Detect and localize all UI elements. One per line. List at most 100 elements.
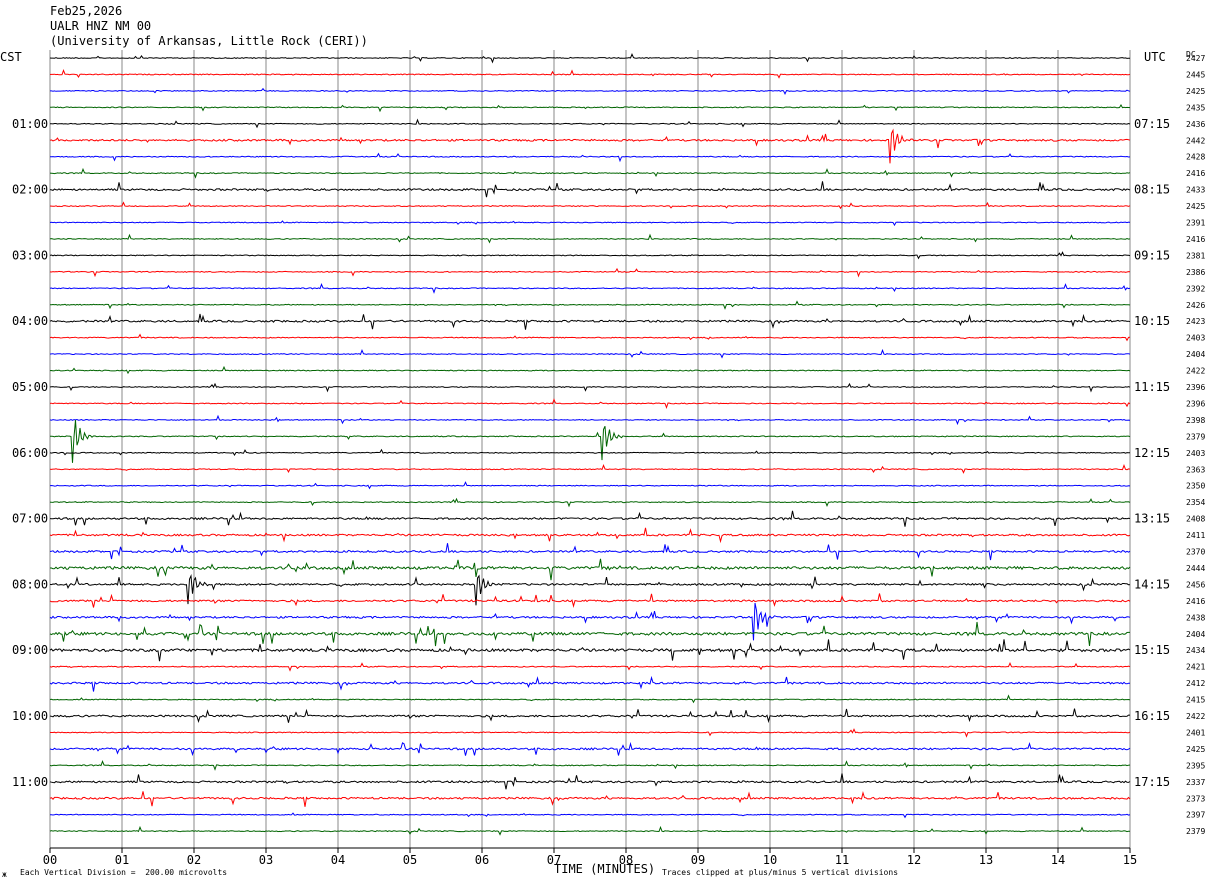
trace-row-31 — [50, 558, 1131, 581]
x-tick-label-12: 12 — [907, 853, 921, 867]
trace-row-47 — [49, 825, 1131, 836]
trace-row-9 — [49, 201, 1131, 210]
trace-row-41 — [49, 728, 1131, 738]
dc-label: DC — [1186, 50, 1196, 59]
dc-offset-label: 2401 — [1186, 728, 1205, 737]
trace-row-30 — [49, 543, 1131, 561]
x-tick-label-05: 05 — [403, 853, 417, 867]
trace-row-6 — [50, 152, 1131, 163]
right-time-label: 11:15 — [1134, 380, 1170, 394]
trace-row-1 — [49, 68, 1131, 79]
left-time-label: 08:00 — [12, 577, 48, 591]
label-group: 00 01 02 03 04 05 06 07 08 09 10 11 12 13 14 15 2427 2445… — [12, 54, 1205, 867]
trace-row-7 — [49, 167, 1131, 179]
dc-offset-label: 2436 — [1186, 120, 1205, 129]
trace-row-44 — [49, 773, 1131, 790]
dc-offset-label: 2416 — [1186, 169, 1205, 178]
dc-offset-label: 2408 — [1186, 515, 1205, 524]
trace-row-28 — [49, 510, 1131, 527]
scale-note: Each Vertical Division = 200.00 microvol… — [20, 868, 228, 877]
trace-row-21 — [49, 398, 1131, 409]
dc-offset-label: 2370 — [1186, 548, 1205, 557]
utc-label: UTC — [1144, 50, 1166, 64]
dc-offset-label: 2456 — [1186, 580, 1205, 589]
trace-row-17 — [49, 333, 1131, 342]
left-time-label: 05:00 — [12, 380, 48, 394]
dc-offset-label: 2403 — [1186, 334, 1205, 343]
x-tick-label-03: 03 — [259, 853, 273, 867]
left-time-label: 03:00 — [12, 248, 48, 262]
x-tick-label-02: 02 — [187, 853, 201, 867]
dc-offset-label: 2426 — [1186, 301, 1205, 310]
x-tick-label-08: 08 — [619, 853, 633, 867]
trace-row-29 — [49, 527, 1131, 544]
clip-note: Traces clipped at plus/minus 5 vertical … — [662, 868, 899, 877]
dc-offset-label: 2373 — [1186, 794, 1205, 803]
trace-row-26 — [49, 481, 1131, 490]
x-tick-label-06: 06 — [475, 853, 489, 867]
trace-row-5 — [49, 128, 1131, 164]
left-time-label: 10:00 — [12, 709, 48, 723]
dc-offset-label: 2433 — [1186, 186, 1205, 195]
trace-row-12 — [49, 251, 1131, 260]
dc-offset-label: 2350 — [1186, 482, 1205, 491]
trace-row-34 — [49, 602, 1131, 641]
dc-offset-label: 2395 — [1186, 761, 1205, 770]
trace-row-46 — [50, 812, 1131, 819]
right-time-label: 12:15 — [1134, 446, 1170, 460]
trace-row-23 — [50, 420, 1131, 463]
trace-row-4 — [50, 118, 1131, 129]
dc-offset-label: 2391 — [1186, 219, 1205, 228]
trace-row-36 — [49, 639, 1131, 662]
trace-row-42 — [49, 741, 1131, 757]
right-time-label: 07:15 — [1134, 117, 1170, 131]
x-tick-label-00: 00 — [43, 853, 57, 867]
dc-offset-label: 2415 — [1186, 696, 1205, 705]
logo-mark: ж — [2, 870, 7, 879]
trace-row-25 — [49, 463, 1131, 474]
dc-offset-label: 2422 — [1186, 367, 1205, 376]
dc-offset-label: 2363 — [1186, 465, 1205, 474]
dc-offset-label: 2396 — [1186, 383, 1205, 392]
dc-offset-label: 2404 — [1186, 350, 1205, 359]
left-time-label: 07:00 — [12, 512, 48, 526]
chart-date: Feb25,2026 — [50, 4, 123, 18]
left-time-label: 11:00 — [12, 775, 48, 789]
dc-offset-label: 2397 — [1186, 811, 1205, 820]
x-tick-label-14: 14 — [1051, 853, 1065, 867]
dc-offset-label: 2428 — [1186, 153, 1205, 162]
trace-row-8 — [49, 181, 1131, 198]
dc-offset-label: 2416 — [1186, 597, 1205, 606]
left-time-label: 06:00 — [12, 446, 48, 460]
x-tick-label-09: 09 — [691, 853, 705, 867]
dc-offset-label: 2392 — [1186, 284, 1205, 293]
trace-row-40 — [49, 708, 1130, 724]
trace-row-45 — [49, 791, 1131, 807]
trace-row-0 — [49, 53, 1131, 64]
right-time-label: 16:15 — [1134, 709, 1170, 723]
left-time-label: 02:00 — [12, 183, 48, 197]
left-time-label: 01:00 — [12, 117, 48, 131]
left-time-label: 09:00 — [12, 643, 48, 657]
trace-row-15 — [50, 300, 1131, 310]
trace-row-14 — [49, 283, 1131, 294]
right-time-label: 08:15 — [1134, 183, 1170, 197]
trace-row-22 — [49, 414, 1131, 426]
right-time-label: 09:15 — [1134, 248, 1170, 262]
trace-row-3 — [49, 104, 1131, 113]
dc-offset-label: 2438 — [1186, 613, 1205, 622]
x-tick-label-07: 07 — [547, 853, 561, 867]
trace-row-32 — [49, 573, 1131, 606]
dc-offset-label: 2412 — [1186, 679, 1205, 688]
dc-offset-label: 2425 — [1186, 745, 1205, 754]
dc-offset-label: 2442 — [1186, 136, 1205, 145]
dc-offset-label: 2425 — [1186, 87, 1205, 96]
right-time-label: 13:15 — [1134, 512, 1170, 526]
dc-offset-label: 2435 — [1186, 103, 1205, 112]
dc-offset-label: 2398 — [1186, 416, 1205, 425]
trace-row-33 — [49, 593, 1131, 608]
trace-row-10 — [49, 220, 1131, 227]
dc-offset-label: 2386 — [1186, 268, 1205, 277]
trace-row-35 — [49, 621, 1130, 647]
dc-offset-label: 2379 — [1186, 827, 1205, 836]
